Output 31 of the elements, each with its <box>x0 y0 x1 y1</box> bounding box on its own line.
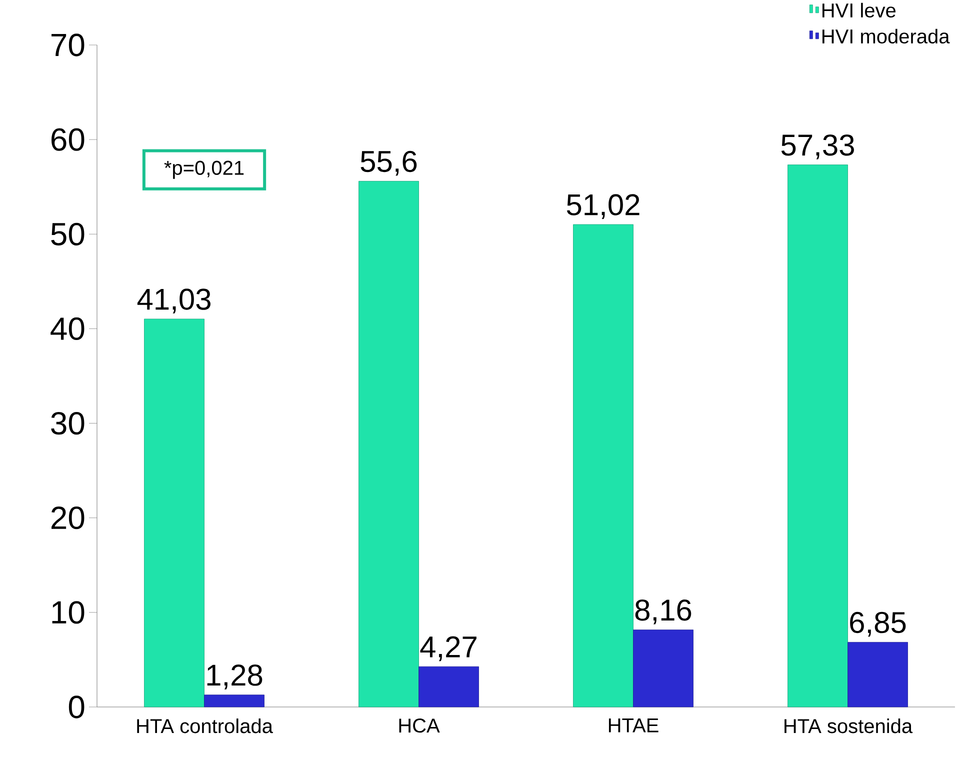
y-tick-label: 10 <box>52 601 84 624</box>
data-label: 8,16 <box>635 599 692 624</box>
data-label: 1,28 <box>207 664 262 690</box>
bar <box>788 164 848 708</box>
y-tick-label: 50 <box>51 222 84 246</box>
y-tick-label: 0 <box>68 696 84 718</box>
legend-label: HVI leve <box>822 2 896 18</box>
bar <box>573 224 634 708</box>
y-tick-label: 70 <box>52 34 84 56</box>
y-tick-label: 60 <box>52 128 84 151</box>
data-label: 41,03 <box>137 288 210 314</box>
y-tick-label: 20 <box>51 506 84 530</box>
y-tick-label: 30 <box>51 412 84 435</box>
x-tick-label: HTA sostenida <box>784 718 913 734</box>
data-label: 57,33 <box>781 134 854 160</box>
bar <box>144 318 204 708</box>
bar <box>633 630 694 708</box>
data-label: 6,85 <box>850 612 906 637</box>
data-label: 51,02 <box>566 194 640 219</box>
x-tick-label: HTAE <box>608 718 658 732</box>
bar <box>418 666 479 708</box>
bar <box>848 642 908 708</box>
x-tick-label: HTA controlada <box>137 718 273 734</box>
bar <box>358 180 419 708</box>
y-tick-label: 40 <box>50 317 84 340</box>
x-tick-label: HCA <box>399 718 440 733</box>
legend-label: HVI moderada <box>822 28 950 44</box>
data-label: 55,6 <box>360 150 417 176</box>
data-label: 4,27 <box>420 636 476 662</box>
annotation: *p=0,021 <box>164 160 244 179</box>
bar <box>204 694 264 708</box>
